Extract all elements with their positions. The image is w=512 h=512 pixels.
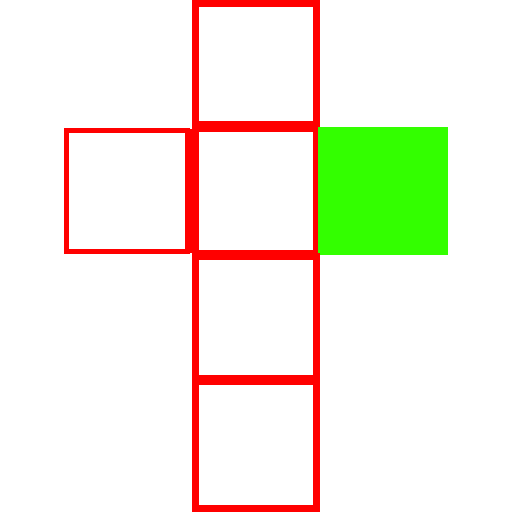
net-square-left (64, 128, 190, 254)
net-square-lower-middle (192, 253, 320, 382)
net-square-top (192, 0, 320, 128)
net-square-center (192, 125, 320, 257)
net-joint-left-center (186, 129, 196, 253)
net-square-bottom (192, 378, 320, 512)
net-square-right-highlighted (318, 127, 448, 255)
